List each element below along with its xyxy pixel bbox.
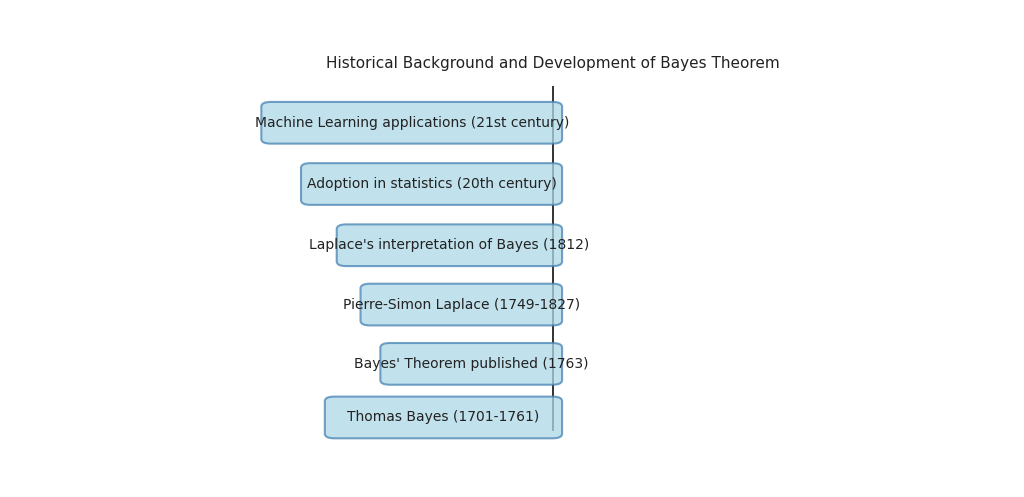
FancyBboxPatch shape bbox=[325, 397, 562, 438]
FancyBboxPatch shape bbox=[380, 343, 562, 385]
Text: Bayes' Theorem published (1763): Bayes' Theorem published (1763) bbox=[354, 357, 589, 371]
FancyBboxPatch shape bbox=[360, 284, 562, 326]
FancyBboxPatch shape bbox=[301, 163, 562, 205]
Text: Pierre-Simon Laplace (1749-1827): Pierre-Simon Laplace (1749-1827) bbox=[343, 298, 580, 312]
Text: Adoption in statistics (20th century): Adoption in statistics (20th century) bbox=[306, 177, 556, 191]
FancyBboxPatch shape bbox=[261, 102, 562, 144]
Text: Thomas Bayes (1701-1761): Thomas Bayes (1701-1761) bbox=[347, 411, 540, 424]
FancyBboxPatch shape bbox=[337, 224, 562, 266]
Text: Historical Background and Development of Bayes Theorem: Historical Background and Development of… bbox=[326, 56, 779, 71]
Text: Machine Learning applications (21st century): Machine Learning applications (21st cent… bbox=[255, 116, 569, 130]
Text: Laplace's interpretation of Bayes (1812): Laplace's interpretation of Bayes (1812) bbox=[309, 238, 590, 252]
